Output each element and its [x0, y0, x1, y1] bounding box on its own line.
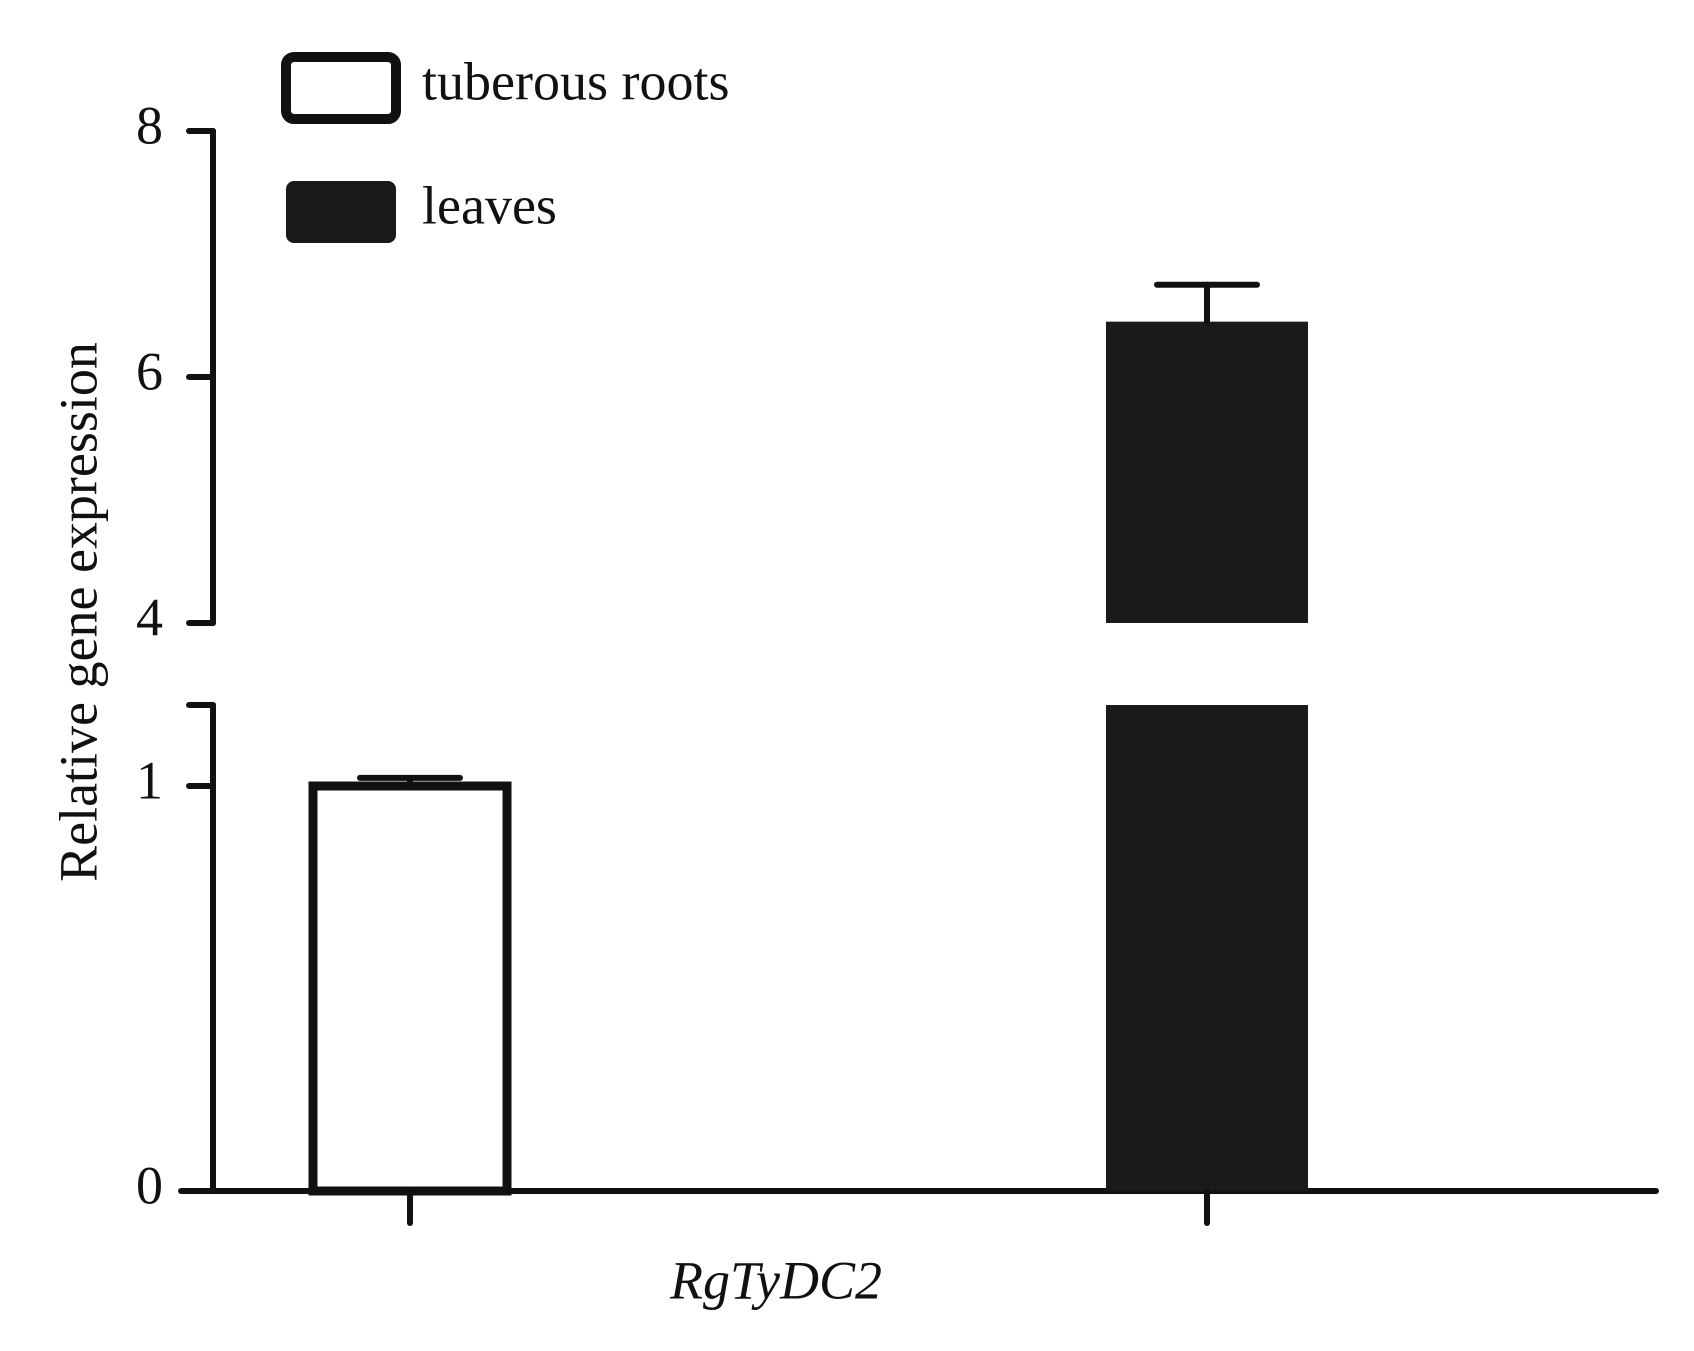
y-tick-label: 1	[136, 750, 163, 810]
legend-label: leaves	[422, 175, 557, 235]
bar	[1106, 321, 1308, 623]
legend-label: tuberous roots	[422, 51, 729, 111]
y-axis-label: Relative gene expression	[48, 342, 108, 882]
x-category-label: RgTyDC2	[669, 1250, 882, 1310]
bar	[308, 781, 512, 1196]
legend-swatch	[286, 181, 396, 243]
legend-swatch	[281, 52, 401, 124]
y-tick-label: 8	[136, 95, 163, 155]
y-tick-label: 6	[136, 341, 163, 401]
bar	[1106, 705, 1308, 1191]
y-tick-label: 4	[136, 587, 163, 647]
y-tick-label: 0	[136, 1155, 163, 1215]
